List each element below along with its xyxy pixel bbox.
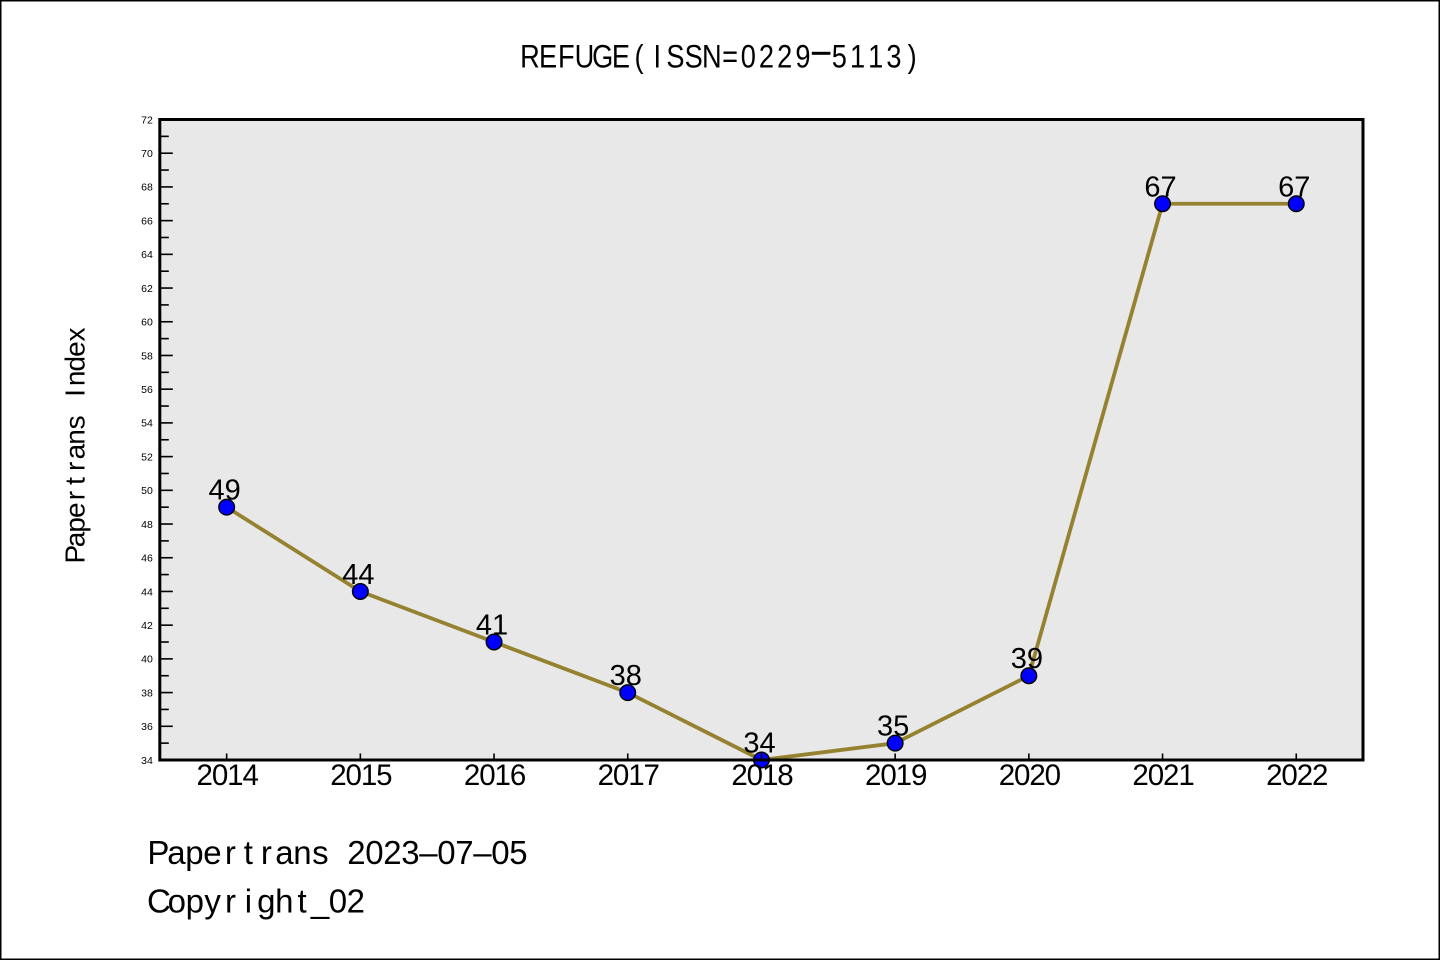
svg-text:67: 67: [1144, 171, 1176, 203]
svg-text:2018: 2018: [731, 759, 793, 792]
svg-text:Papertrans 2023–07–05: Papertrans 2023–07–05: [147, 834, 527, 871]
svg-text:2014: 2014: [197, 759, 259, 792]
svg-text:36: 36: [141, 721, 153, 733]
svg-text:60: 60: [141, 317, 153, 329]
svg-text:2015: 2015: [330, 759, 392, 792]
svg-text:2022: 2022: [1266, 759, 1327, 792]
svg-text:50: 50: [141, 485, 153, 497]
svg-text:38: 38: [610, 660, 642, 692]
svg-text:62: 62: [141, 283, 153, 295]
svg-text:70: 70: [141, 148, 153, 160]
svg-text:39: 39: [1011, 643, 1043, 675]
svg-text:35: 35: [877, 711, 909, 743]
svg-text:44: 44: [342, 559, 374, 591]
svg-text:2017: 2017: [598, 759, 659, 792]
svg-text:41: 41: [476, 610, 508, 642]
svg-text:67: 67: [1278, 171, 1310, 203]
svg-text:54: 54: [141, 418, 153, 430]
svg-text:66: 66: [141, 215, 153, 227]
svg-text:58: 58: [141, 350, 153, 362]
svg-text:34: 34: [141, 755, 153, 767]
svg-text:2016: 2016: [464, 759, 526, 792]
svg-text:42: 42: [141, 620, 153, 632]
svg-text:72: 72: [141, 114, 153, 126]
svg-text:2020: 2020: [999, 759, 1061, 792]
svg-text:44: 44: [141, 586, 153, 598]
svg-text:52: 52: [141, 451, 153, 463]
svg-text:Papertrans Index: Papertrans Index: [60, 327, 91, 563]
svg-text:56: 56: [141, 384, 153, 396]
svg-text:34: 34: [743, 728, 775, 760]
svg-text:64: 64: [141, 249, 153, 261]
svg-text:46: 46: [141, 553, 153, 565]
svg-text:48: 48: [141, 519, 153, 531]
svg-text:68: 68: [141, 182, 153, 194]
svg-text:2021: 2021: [1132, 759, 1193, 792]
svg-text:2019: 2019: [865, 759, 927, 792]
svg-text:40: 40: [141, 654, 153, 666]
svg-text:REFUGE(ISSN=0229 5113): REFUGE(ISSN=0229 5113): [520, 39, 917, 75]
svg-text:38: 38: [141, 687, 153, 699]
svg-text:49: 49: [209, 475, 241, 507]
